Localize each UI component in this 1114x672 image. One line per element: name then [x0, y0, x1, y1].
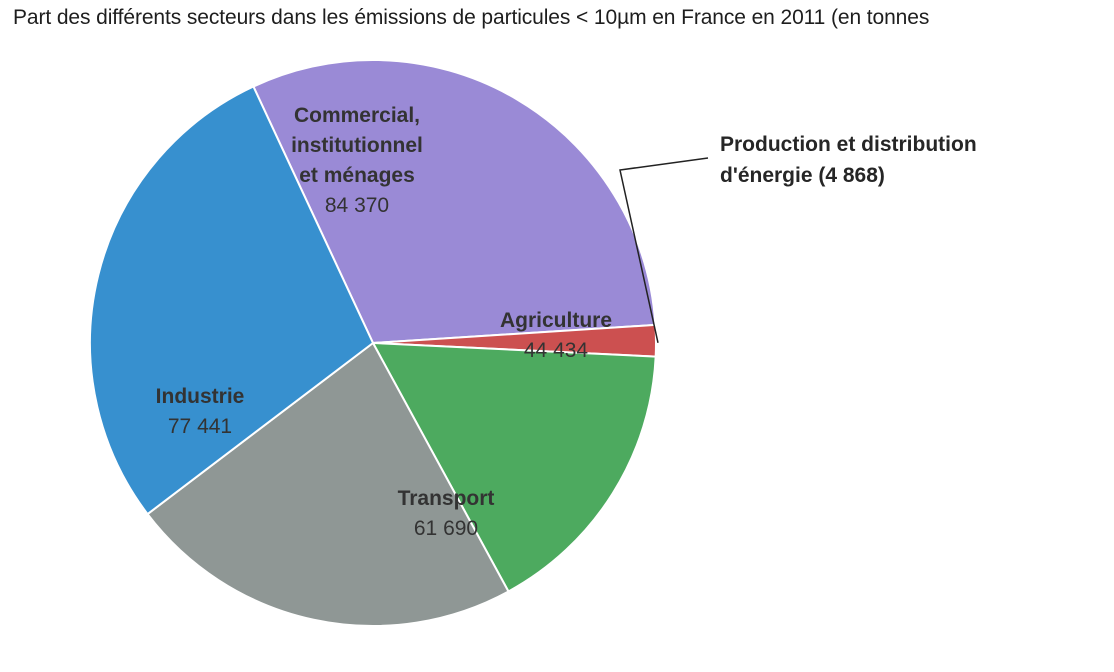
slice-label-transport: Transport 61 690 [398, 487, 495, 540]
slice-label-agriculture: Agriculture 44 434 [500, 309, 612, 362]
chart-title: Part des différents secteurs dans les ém… [13, 6, 930, 29]
slice-label-production-et-distribution-d-energie: Production et distribution d'énergie (4 8… [720, 133, 977, 187]
pie-slice-commercial-institutionnel-et-menages [252, 58, 657, 345]
pie-slices [89, 58, 657, 627]
callout-leader-line [619, 157, 709, 343]
pie-slice-industrie [89, 85, 375, 516]
slice-label-commercial-institutionnel-et-menages: Commercial, institutionnel et ménages 84 37… [291, 104, 423, 217]
pie-slice-agriculture [371, 341, 657, 593]
slice-label-industrie: Industrie 77 441 [156, 385, 245, 438]
pie-labels: Commercial, institutionnel et ménages 84 37… [156, 104, 977, 540]
pie-slice-transport [146, 341, 510, 627]
